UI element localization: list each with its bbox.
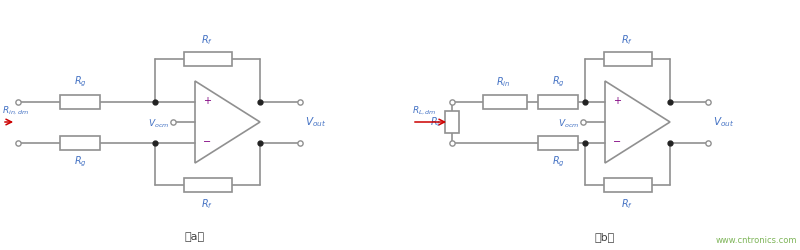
Text: （b）: （b） [595,232,615,242]
Text: $R_{in}$: $R_{in}$ [496,76,510,90]
Text: $R_f$: $R_f$ [622,33,634,47]
Text: $V_{out}$: $V_{out}$ [305,115,326,129]
Text: $V_{ocm}$: $V_{ocm}$ [148,118,169,130]
Text: −: − [613,138,621,147]
Bar [538,94,578,108]
Bar [60,136,100,149]
Text: $R_g$: $R_g$ [74,154,86,169]
Text: $R_g$: $R_g$ [74,75,86,90]
Text: $R_g$: $R_g$ [551,75,565,90]
Text: $V_{out}$: $V_{out}$ [713,115,734,129]
Text: $R_f$: $R_f$ [202,33,214,47]
Text: $R_f$: $R_f$ [622,197,634,211]
Text: $R_{L,dm}$: $R_{L,dm}$ [412,105,437,117]
Bar [603,52,651,66]
Bar [60,94,100,108]
Text: $R_f$: $R_f$ [202,197,214,211]
Bar [445,111,459,133]
Text: −: − [203,138,211,147]
Bar [538,136,578,149]
Text: $R_t$: $R_t$ [430,115,442,129]
Text: +: + [203,96,211,106]
Bar [183,178,231,192]
Text: $R_g$: $R_g$ [551,154,565,169]
Text: （a）: （a） [185,232,205,242]
Bar [183,52,231,66]
Bar [483,94,527,108]
Text: +: + [613,96,621,106]
Text: $R_{in,dm}$: $R_{in,dm}$ [2,105,29,117]
Text: $V_{ocm}$: $V_{ocm}$ [558,118,579,130]
Text: www.cntronics.com: www.cntronics.com [715,236,797,245]
Bar [603,178,651,192]
